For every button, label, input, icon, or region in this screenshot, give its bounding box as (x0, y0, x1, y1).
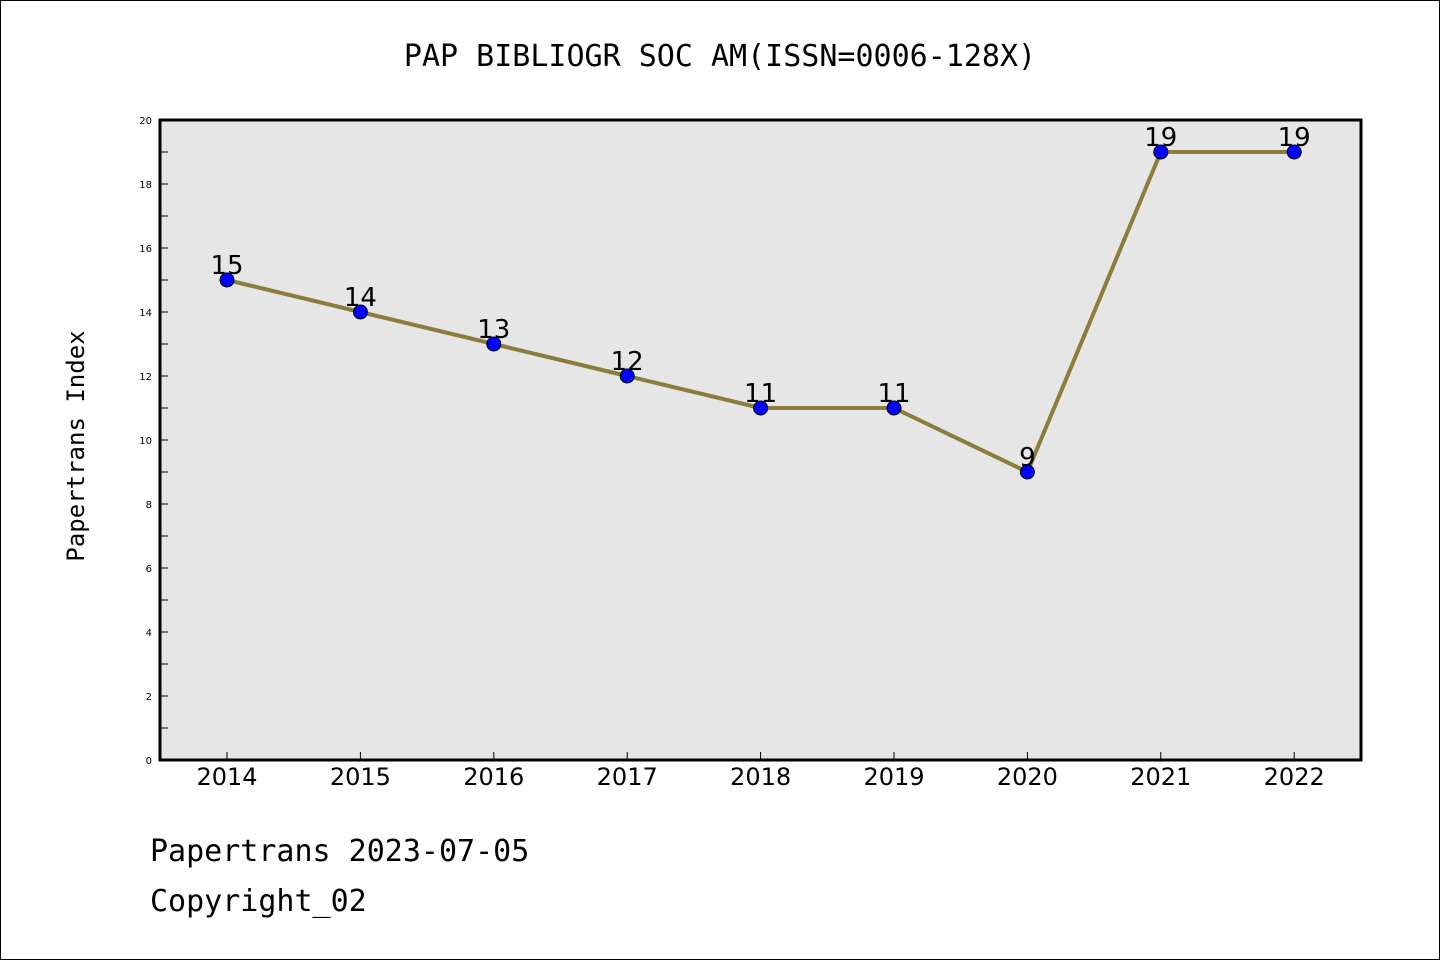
x-tick-label: 2014 (196, 763, 257, 791)
data-label: 13 (477, 315, 510, 345)
y-axis-label: Papertrans Index (62, 330, 90, 561)
data-label: 15 (210, 251, 243, 281)
x-axis-ticks: 2014 2015 2016 2017 2018 2019 2020 2021 2022 (196, 752, 1325, 791)
data-label: 14 (344, 283, 377, 313)
y-tick-label: 18 (139, 180, 152, 191)
x-tick-label: 2020 (997, 763, 1058, 791)
series-markers-group (219, 144, 1302, 480)
data-label: 19 (1144, 123, 1177, 153)
data-label: 11 (744, 379, 777, 409)
x-tick-label: 2018 (730, 763, 791, 791)
data-point-marker (886, 400, 902, 416)
x-tick-label: 2021 (1130, 763, 1191, 791)
data-point-marker (1153, 144, 1169, 160)
y-tick-label: 4 (146, 628, 152, 639)
y-tick-label: 0 (146, 756, 152, 767)
data-point-marker (619, 368, 635, 384)
plot-border (158, 118, 1363, 762)
data-labels-group: 15 14 13 12 11 11 9 19 19 (210, 123, 1310, 473)
x-tick-label: 2015 (330, 763, 391, 791)
y-tick-label: 10 (139, 436, 152, 447)
data-point-marker (219, 272, 235, 288)
x-tick-label: 2019 (863, 763, 924, 791)
x-tick-label: 2022 (1264, 763, 1325, 791)
plot-area (160, 120, 1361, 760)
y-tick-label: 2 (146, 692, 152, 703)
y-tick-label: 12 (139, 372, 152, 383)
chart-title: PAP BIBLIOGR SOC AM(ISSN=0006-128X) (404, 39, 1036, 74)
y-axis-ticks: 0 2 4 6 8 10 12 14 16 18 20 (139, 116, 168, 767)
x-tick-label: 2016 (463, 763, 524, 791)
footer-date: Papertrans 2023-07-05 (150, 834, 530, 869)
y-tick-label: 6 (146, 564, 152, 575)
data-point-marker (352, 304, 368, 320)
x-tick-label: 2017 (597, 763, 658, 791)
data-point-marker (1286, 144, 1302, 160)
data-point-marker (1019, 464, 1035, 480)
y-tick-label: 16 (139, 244, 152, 255)
y-tick-label: 14 (139, 308, 152, 319)
data-label: 11 (877, 379, 910, 409)
data-point-marker (753, 400, 769, 416)
y-tick-label: 8 (146, 500, 152, 511)
data-label: 12 (611, 347, 644, 377)
footer-copyright: Copyright_02 (150, 884, 367, 919)
data-point-marker (486, 336, 502, 352)
y-tick-label: 20 (139, 116, 152, 127)
data-label: 9 (1019, 443, 1036, 473)
data-label: 19 (1278, 123, 1311, 153)
